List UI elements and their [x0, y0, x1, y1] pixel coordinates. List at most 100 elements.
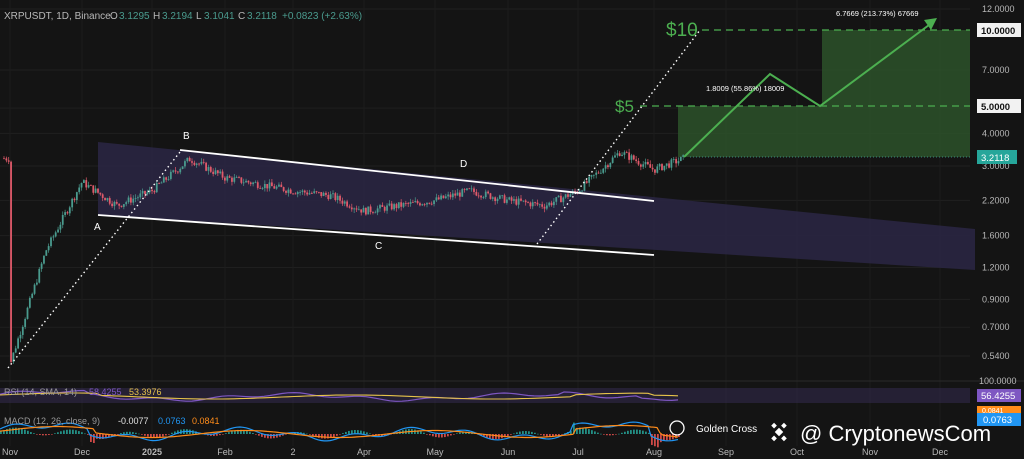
macd-hist-bar	[372, 434, 374, 435]
macd-hist-bar	[636, 429, 638, 434]
macd-hist-bar	[318, 434, 320, 438]
candle-body	[14, 348, 17, 353]
candle-body	[198, 163, 200, 165]
macd-hist-bar	[129, 431, 131, 434]
macd-hist-bar	[15, 427, 17, 434]
macd-hist-bar	[18, 427, 20, 434]
time-tick-label: Aug	[646, 447, 662, 457]
candle-body	[654, 169, 656, 173]
candle-body	[600, 172, 602, 174]
macd-hist-bar	[348, 430, 350, 434]
time-tick-label: Dec	[74, 447, 91, 457]
candle-body	[113, 201, 116, 207]
macd-hist-bar	[507, 434, 509, 437]
candle-body	[618, 153, 621, 156]
candle-body	[484, 191, 487, 198]
candle-body	[451, 193, 454, 198]
candle-body	[252, 182, 254, 185]
macd-hist-bar	[123, 432, 125, 434]
macd-hist-bar	[240, 429, 242, 434]
candle-body	[426, 202, 428, 205]
candle-body	[367, 206, 370, 215]
macd-hist-bar	[0, 431, 2, 434]
golden-cross-marker	[669, 420, 685, 436]
macd-hist-bar	[639, 429, 641, 434]
golden-cross-label: Golden Cross	[696, 424, 757, 435]
channel-upper-line	[179, 149, 655, 202]
candle-body	[127, 197, 130, 203]
candle-body	[679, 156, 682, 162]
macd-hist-bar	[417, 430, 419, 434]
candle-body	[216, 170, 219, 174]
macd-hist-bar	[330, 434, 332, 438]
macd-hist-bar	[627, 430, 629, 434]
candle-body	[36, 282, 38, 285]
candle-body	[111, 203, 113, 207]
candle-body	[303, 190, 306, 193]
macd-hist-bar	[339, 434, 341, 435]
macd-hist-bar	[600, 433, 602, 435]
macd-hist-bar	[246, 430, 248, 434]
candle-body	[503, 195, 506, 203]
macd-hist-bar	[489, 434, 491, 439]
candle-body	[682, 155, 685, 157]
macd-hist-bar	[45, 434, 47, 436]
macd-hist-bar	[351, 430, 353, 434]
candle-body	[165, 177, 168, 180]
candle-body	[498, 195, 501, 199]
macd-hist-bar	[606, 434, 608, 436]
candle-body	[604, 165, 607, 169]
candle-body	[595, 172, 598, 175]
candles-series	[3, 148, 685, 365]
macd-hist-bar	[462, 431, 464, 434]
time-axis[interactable]: Nov Dec 2025 Feb 2 Apr May Jun Jul Aug Sep Oct Nov De…	[2, 447, 949, 457]
macd-hist-bar	[591, 430, 593, 434]
candle-body	[160, 182, 163, 184]
macd-hist-bar	[369, 433, 371, 435]
candle-body	[296, 192, 299, 195]
candle-body	[219, 171, 222, 174]
candle-body	[177, 171, 179, 173]
rsi-axis-label: 100.0000	[979, 376, 1017, 386]
candle-body	[442, 195, 445, 199]
macd-hist-bar	[225, 433, 227, 434]
candle-body	[115, 201, 118, 204]
candle-body	[101, 194, 104, 198]
macd-hist-bar	[435, 434, 437, 438]
macd-hist-bar	[108, 434, 110, 438]
macd-hist-bar	[612, 434, 614, 436]
candle-body	[193, 162, 196, 165]
candle-body	[578, 191, 581, 194]
macd-hist-bar	[558, 434, 560, 436]
candle-body	[623, 152, 626, 155]
candle-body	[273, 186, 276, 189]
rsi-badge-bg	[977, 389, 1021, 402]
macd-hist-bar	[582, 427, 584, 434]
price-axis[interactable]: 12.0000 7.0000 5.0000 4.0000 3.0000 2.2000 1.6…	[982, 4, 1015, 361]
candle-body	[513, 199, 515, 201]
target-zone-lower	[678, 106, 970, 157]
candle-body	[440, 195, 442, 200]
macd-hist-bar	[210, 434, 212, 436]
candle-body	[536, 202, 539, 205]
ohlc-close-key: C	[238, 11, 245, 22]
macd-hist-bar	[81, 432, 83, 434]
candle-body	[263, 184, 266, 189]
candle-body	[329, 194, 332, 200]
macd-value-2: 0.0763	[158, 416, 186, 426]
macd-hist-bar	[456, 433, 458, 434]
candle-body	[313, 191, 316, 194]
candle-body	[644, 161, 647, 165]
macd-hist-bar	[345, 431, 347, 434]
candle-body	[191, 161, 193, 163]
candle-body	[280, 184, 283, 188]
candle-body	[181, 166, 184, 169]
macd-hist-bar	[513, 433, 515, 435]
candle-body	[412, 202, 414, 203]
candle-body	[663, 165, 666, 171]
projection-path	[683, 21, 934, 158]
candle-body	[463, 189, 466, 191]
candle-body	[169, 171, 172, 179]
macd-hist-bar	[441, 434, 443, 438]
macd-hist-bar	[243, 430, 245, 434]
